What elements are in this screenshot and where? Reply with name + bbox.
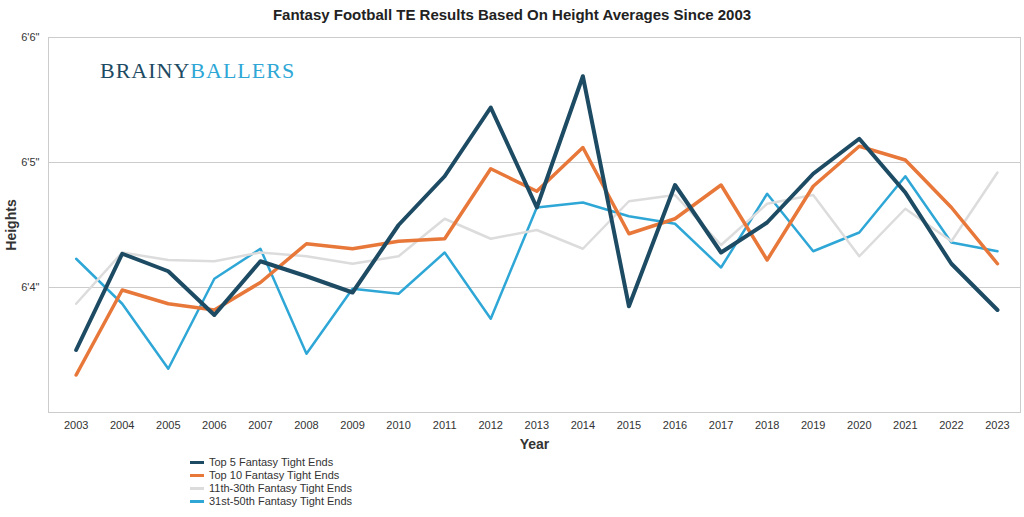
- svg-text:2008: 2008: [294, 419, 318, 431]
- svg-text:2010: 2010: [386, 419, 410, 431]
- svg-text:2011: 2011: [433, 419, 457, 431]
- svg-text:2017: 2017: [709, 419, 733, 431]
- svg-text:6'5": 6'5": [21, 156, 39, 168]
- html-text:BRAINY BALLERS: BRAINY BALLERS: [100, 58, 296, 83]
- svg-text:2004: 2004: [110, 419, 134, 431]
- svg-text:2015: 2015: [617, 419, 641, 431]
- svg-text:2003: 2003: [64, 419, 88, 431]
- svg-text:2018: 2018: [755, 419, 779, 431]
- svg-text:2014: 2014: [571, 419, 595, 431]
- svg-text:2009: 2009: [340, 419, 364, 431]
- svg-text:Year: Year: [520, 436, 550, 452]
- html-text:11th-30th Fantasy Tight Ends: 11th-30th Fantasy Tight Ends: [209, 482, 352, 494]
- html-text:31st-50th Fantasy Tight Ends: 31st-50th Fantasy Tight Ends: [209, 495, 353, 507]
- svg-text:2023: 2023: [985, 419, 1009, 431]
- svg-text:2019: 2019: [801, 419, 825, 431]
- svg-text:2005: 2005: [156, 419, 180, 431]
- svg-text:2007: 2007: [248, 419, 272, 431]
- svg-text:2016: 2016: [663, 419, 687, 431]
- svg-text:Heights: Heights: [3, 199, 19, 251]
- svg-text:6'4": 6'4": [21, 281, 39, 293]
- html-text:Top 5 Fantasy Tight Ends: Top 5 Fantasy Tight Ends: [209, 456, 334, 468]
- svg-text:2020: 2020: [847, 419, 871, 431]
- html-text:Top 10 Fantasy Tight Ends: Top 10 Fantasy Tight Ends: [209, 469, 340, 481]
- svg-text:6'6": 6'6": [21, 31, 39, 43]
- svg-text:2021: 2021: [893, 419, 917, 431]
- svg-text:2022: 2022: [939, 419, 963, 431]
- svg-text:2006: 2006: [202, 419, 226, 431]
- svg-text:2013: 2013: [525, 419, 549, 431]
- html-text:Fantasy Football TE Results Ba: Fantasy Football TE Results Based On Hei…: [272, 6, 752, 23]
- svg-text:2012: 2012: [478, 419, 502, 431]
